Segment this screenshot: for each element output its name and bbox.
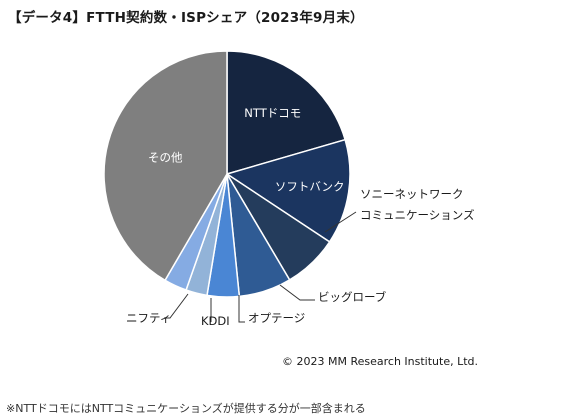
slice-label-ソフトバンク: ソフトバンク [275,180,345,194]
leader-line-ニフティ [164,293,189,319]
chart-title: 【データ4】FTTH契約数・ISPシェア（2023年9月末） [8,10,364,26]
slice-label-ソニーネットワーク-line-1: ソニーネットワーク [360,187,464,201]
slice-label-ビッグローブ: ビッグローブ [318,290,387,304]
slice-label-NTTドコモ: NTTドコモ [244,106,301,120]
pie-chart: NTTドコモソフトバンクソニーネットワークコミュニケーションズビッグローブオプテ… [103,50,475,328]
slice-label-ソニーネットワーク-line-2: コミュニケーションズ [360,208,475,222]
pie-slice-ソフトバンク [225,138,351,243]
leader-line-ソニーネットワーク [324,211,357,233]
slice-label-KDDI: KDDI [201,314,230,328]
pie-slice-NTTドコモ [226,50,347,175]
slice-label-ニフティ: ニフティ [126,311,171,325]
leader-line-オプテージ [238,295,245,323]
slice-label-その他: その他 [148,150,183,164]
leader-line-ビッグローブ [279,284,315,301]
pie-slice-その他 [103,50,228,282]
copyright-text: © 2023 MM Research Institute, Ltd. [282,355,479,368]
slice-label-オプテージ: オプテージ [248,311,305,325]
footnote-text: ※NTTドコモにはNTTコミュニケーションズが提供する分が一部含まれる [6,402,366,415]
